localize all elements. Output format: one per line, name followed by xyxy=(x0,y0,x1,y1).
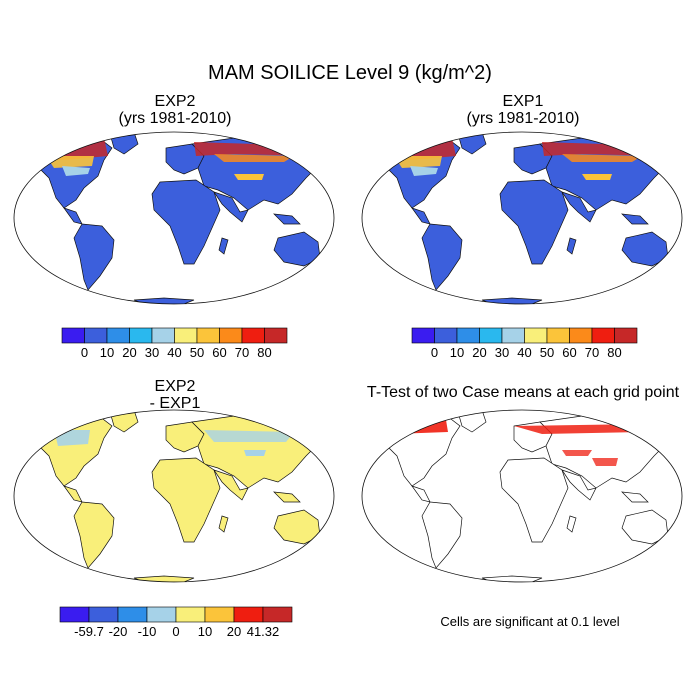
figure-title: MAM SOILICE Level 9 (kg/m^2) xyxy=(208,62,492,84)
colorbar-diff-tick-label: 41.32 xyxy=(246,624,280,639)
colorbar-exp2-swatch xyxy=(151,327,175,344)
colorbar-exp2 xyxy=(61,327,288,344)
colorbar-exp1-swatch xyxy=(546,327,570,344)
colorbar-exp2-tick-label: 30 xyxy=(144,345,160,360)
colorbar-diff-tick-label: -20 xyxy=(108,624,128,639)
colorbar-diff-tick-label: 20 xyxy=(226,624,242,639)
colorbar-exp2-swatch xyxy=(219,327,243,344)
colorbar-diff-swatch xyxy=(59,606,90,623)
colorbar-diff-tick-label: -59.7 xyxy=(74,624,104,639)
panel-title-exp2: EXP2 (yrs 1981-2010) xyxy=(95,93,255,127)
colorbar-exp1-tick-label: 10 xyxy=(449,345,465,360)
colorbar-exp2-tick-label: 10 xyxy=(99,345,115,360)
colorbar-exp1 xyxy=(411,327,638,344)
colorbar-diff-swatch xyxy=(204,606,235,623)
colorbar-exp2-tick-label: 60 xyxy=(212,345,227,360)
panel-title-exp1-line2: (yrs 1981-2010) xyxy=(466,110,580,127)
panel-title-diff: EXP2 - EXP1 xyxy=(95,378,255,412)
colorbar-exp1-tick-label: 50 xyxy=(539,345,555,360)
panel-title-exp1: EXP1 (yrs 1981-2010) xyxy=(443,93,603,127)
colorbar-exp2-swatch xyxy=(241,327,265,344)
colorbar-diff-swatch xyxy=(262,606,293,623)
colorbar-exp2-swatch xyxy=(106,327,130,344)
panel-title-ttest: T-Test of two Case means at each grid po… xyxy=(348,384,698,401)
colorbar-exp1-tick-label: 80 xyxy=(607,345,622,360)
colorbar-diff-swatch xyxy=(88,606,119,623)
colorbar-exp1-swatch xyxy=(501,327,525,344)
colorbar-exp1-swatch xyxy=(479,327,503,344)
colorbar-diff-swatch xyxy=(233,606,264,623)
colorbar-diff-tick-label: 10 xyxy=(197,624,213,639)
panel-title-ttest-line1: T-Test of two Case means at each grid po… xyxy=(366,384,680,401)
significance-note: Cells are significant at 0.1 level xyxy=(440,614,620,629)
map-diff xyxy=(13,409,335,583)
colorbar-exp1-swatch xyxy=(456,327,480,344)
colorbar-exp2-swatch xyxy=(84,327,108,344)
colorbar-exp1-tick-label: 70 xyxy=(584,345,600,360)
panel-title-exp2-line2: (yrs 1981-2010) xyxy=(118,110,232,127)
colorbar-exp2-swatch xyxy=(61,327,85,344)
colorbar-exp1-tick-label: 60 xyxy=(562,345,577,360)
colorbar-exp2-swatch xyxy=(129,327,153,344)
colorbar-exp1-swatch xyxy=(411,327,435,344)
colorbar-exp2-tick-label: 20 xyxy=(122,345,137,360)
colorbar-exp2-swatch xyxy=(264,327,288,344)
map-ttest xyxy=(361,409,683,583)
colorbar-exp1-tick-label: 20 xyxy=(472,345,487,360)
colorbar-exp2-tick-label: 70 xyxy=(234,345,250,360)
colorbar-diff-swatch xyxy=(117,606,148,623)
colorbar-exp2-swatch xyxy=(196,327,220,344)
colorbar-exp1-swatch xyxy=(614,327,638,344)
panel-title-diff-line2: - EXP1 xyxy=(149,395,201,412)
colorbar-exp1-swatch xyxy=(569,327,593,344)
colorbar-exp1-tick-label: 0 xyxy=(430,345,439,360)
map-exp1 xyxy=(361,131,683,305)
panel-title-diff-line1: EXP2 xyxy=(154,378,196,395)
colorbar-diff-tick-label: 0 xyxy=(172,624,180,639)
colorbar-exp1-swatch xyxy=(524,327,548,344)
colorbar-diff xyxy=(59,606,293,623)
colorbar-exp2-tick-label: 0 xyxy=(80,345,89,360)
colorbar-exp1-tick-label: 40 xyxy=(517,345,532,360)
panel-title-exp2-line1: EXP2 xyxy=(154,93,196,110)
colorbar-exp1-swatch xyxy=(434,327,458,344)
colorbar-diff-swatch xyxy=(175,606,206,623)
colorbar-exp2-tick-label: 50 xyxy=(189,345,205,360)
colorbar-exp2-swatch xyxy=(174,327,198,344)
colorbar-diff-swatch xyxy=(146,606,177,623)
panel-title-exp1-line1: EXP1 xyxy=(502,93,544,110)
colorbar-exp2-tick-label: 80 xyxy=(257,345,272,360)
colorbar-exp2-tick-label: 40 xyxy=(167,345,182,360)
map-exp2 xyxy=(13,131,335,305)
colorbar-exp1-tick-label: 30 xyxy=(494,345,510,360)
colorbar-exp1-swatch xyxy=(591,327,615,344)
colorbar-diff-tick-label: -10 xyxy=(137,624,157,639)
